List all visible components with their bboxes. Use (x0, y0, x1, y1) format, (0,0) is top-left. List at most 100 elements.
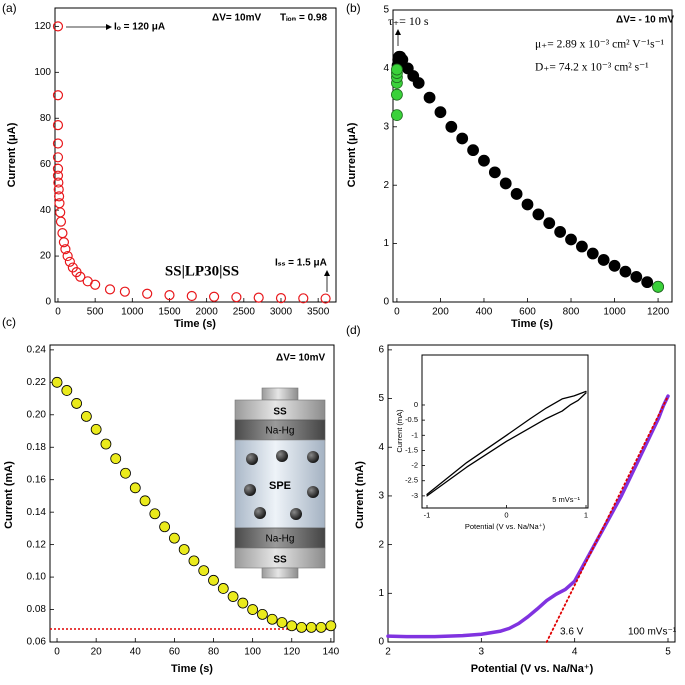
cell-label: SPE (269, 480, 291, 492)
x-axis-title: Time (s) (171, 663, 213, 675)
data-point (257, 609, 268, 620)
x-axis-title: Potential (V vs. Na/Na⁺) (465, 522, 546, 531)
y-tick-label: 20 (40, 251, 52, 262)
data-point (576, 240, 588, 253)
data-point (142, 288, 153, 299)
y-tick-label: 3 (378, 491, 384, 502)
data-point (499, 177, 512, 190)
y-tick-label: 80 (40, 113, 52, 124)
annotation: SS|LP30|SS (165, 263, 239, 279)
arrow-head (395, 29, 401, 35)
annotation: ΔV= 10mV (276, 353, 325, 364)
annotation: ΔV= - 10 mV (616, 15, 674, 26)
data-point (64, 256, 75, 267)
data-point (57, 227, 68, 239)
data-point (119, 286, 130, 297)
y-tick-label: 4 (378, 442, 384, 453)
y-tick-label: 5 (383, 5, 389, 16)
y-tick-label: -1.5 (405, 445, 418, 454)
x-tick-label: 20 (91, 647, 103, 658)
data-point (58, 237, 70, 248)
data-point (90, 279, 101, 290)
data-point (208, 291, 220, 302)
data-point (247, 604, 259, 615)
y-tick-label: 0.10 (27, 572, 47, 583)
data-point (178, 544, 190, 555)
data-point (53, 191, 65, 202)
y-tick-label: -2 (411, 461, 418, 470)
data-point (456, 132, 469, 145)
panel-label: (a) (2, 1, 17, 15)
x-tick-label: 800 (563, 307, 580, 318)
x-tick-label: 2000 (196, 307, 219, 318)
y-tick-label: 0.12 (27, 539, 47, 550)
y-tick-label: -2.5 (405, 476, 418, 485)
plot-frame (392, 9, 673, 303)
data-point (52, 138, 64, 149)
annotation: 5 mVs⁻¹ (552, 495, 580, 504)
annotation: D₊= 74.2 x 10⁻³ cm² s⁻¹ (535, 62, 649, 74)
x-tick-label: 60 (169, 647, 181, 658)
annotation: 3.6 V (560, 627, 584, 638)
data-point (51, 376, 63, 388)
y-tick-label: 120 (34, 21, 51, 32)
plot-frame (54, 7, 337, 303)
y-tick-label: 0 (383, 297, 389, 308)
data-point (53, 184, 64, 195)
data-point (53, 177, 64, 188)
data-line (426, 390, 587, 496)
x-tick-label: 0 (504, 510, 508, 519)
data-point (129, 482, 141, 494)
data-point (55, 216, 67, 227)
data-point (423, 91, 436, 104)
x-tick-label: 200 (432, 307, 449, 318)
plot-frame (421, 354, 589, 509)
data-point (320, 293, 331, 304)
y-axis-title: Current (mA) (354, 461, 366, 529)
x-tick-label: 1200 (647, 307, 670, 318)
data-point (630, 270, 643, 283)
y-tick-label: 6 (378, 345, 384, 356)
data-point (597, 254, 610, 266)
panel-label: (d) (346, 323, 361, 337)
y-tick-label: 2 (383, 180, 389, 191)
arrow-head (106, 24, 112, 30)
data-point (110, 453, 122, 465)
data-point (164, 290, 175, 301)
cell-diagram (234, 387, 326, 579)
data-point (149, 508, 161, 520)
data-point (391, 63, 403, 76)
plot-frame (49, 344, 335, 643)
y-tick-label: 0.08 (27, 604, 47, 615)
data-point (391, 109, 403, 122)
y-axis-title: Current (mA) (3, 461, 15, 529)
y-tick-label: 3 (383, 121, 389, 132)
data-point (434, 106, 447, 119)
data-point (188, 555, 200, 567)
y-tick-label: 0.16 (27, 474, 47, 485)
data-point (198, 565, 210, 576)
x-tick-label: 4 (572, 647, 578, 658)
data-point (168, 532, 180, 544)
data-point (478, 154, 490, 167)
y-tick-label: 0.22 (27, 377, 47, 388)
y-tick-label: 40 (40, 205, 52, 216)
x-tick-label: 2500 (233, 307, 256, 318)
data-line (386, 394, 670, 639)
data-point (554, 226, 567, 238)
data-point (521, 198, 534, 211)
annotation: Iₛₛ = 1.5 μA (275, 258, 327, 269)
y-tick-label: 4 (383, 63, 389, 74)
data-point (61, 385, 73, 396)
x-tick-label: 1000 (603, 307, 626, 318)
y-tick-label: 0.14 (27, 507, 47, 518)
inset: -1 0 1 0 -0.5 -1 -1.5 -2 -2.5 -3 (405, 354, 589, 519)
data-point (445, 120, 458, 133)
data-point (80, 411, 92, 422)
x-tick-label: 1500 (158, 307, 181, 318)
x-tick-label: 0 (394, 307, 400, 318)
data-point (60, 244, 71, 255)
y-tick-label: 100 (34, 67, 51, 78)
annotation: μ₊= 2.89 x 10⁻³ cm² V⁻¹s⁻¹ (535, 39, 665, 51)
